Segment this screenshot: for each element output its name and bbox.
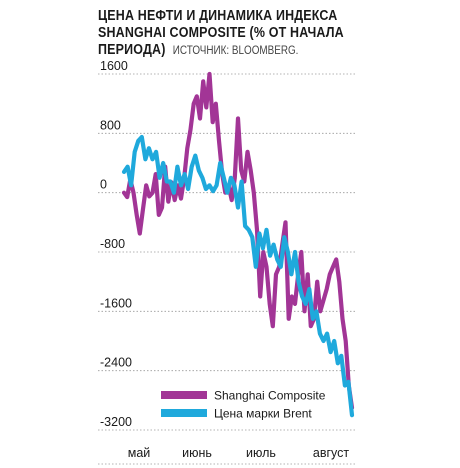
shanghai-composite-line	[121, 71, 355, 410]
y-tick-label: -1600	[100, 296, 132, 310]
x-tick-label: июль	[246, 446, 276, 460]
y-tick-label: 0	[100, 178, 107, 192]
y-tick-label: -800	[100, 237, 125, 251]
y-tick-label: -2400	[100, 356, 132, 370]
legend-label: Цена марки Brent	[214, 407, 312, 421]
chart-title-block: ЦЕНА НЕФТИ И ДИНАМИКА ИНДЕКСА SHANGHAI C…	[98, 8, 450, 60]
x-axis-labels: май июнь июль август	[128, 446, 350, 460]
y-tick-label: 1600	[100, 59, 128, 73]
y-axis-labels: 1600 800 0 -800 -1600 -2400 -3200	[100, 59, 132, 429]
chart-title-line-1: ЦЕНА НЕФТИ И ДИНАМИКА ИНДЕКСА	[98, 8, 338, 24]
chart-title-line-3-text: ПЕРИОДА)	[98, 42, 166, 58]
legend-swatch	[161, 409, 207, 417]
chart-title-line-2: SHANGHAI COMPOSITE (% ОТ НАЧАЛА	[98, 25, 344, 41]
x-tick-label: июнь	[182, 446, 212, 460]
brent-price-line	[121, 134, 355, 418]
y-tick-label: 800	[100, 118, 121, 132]
x-tick-label: август	[313, 446, 350, 460]
legend-swatch	[161, 391, 207, 399]
y-tick-label: -3200	[100, 415, 132, 429]
series-lines	[121, 71, 355, 418]
gridlines	[98, 73, 355, 465]
chart-title-line-3: ПЕРИОДА) ИСТОЧНИК: BLOOMBERG.	[98, 42, 401, 60]
x-tick-label: май	[128, 446, 151, 460]
source-label: ИСТОЧНИК: BLOOMBERG.	[172, 45, 299, 57]
legend: Shanghai Composite Цена марки Brent	[161, 389, 326, 421]
legend-label: Shanghai Composite	[214, 389, 326, 403]
